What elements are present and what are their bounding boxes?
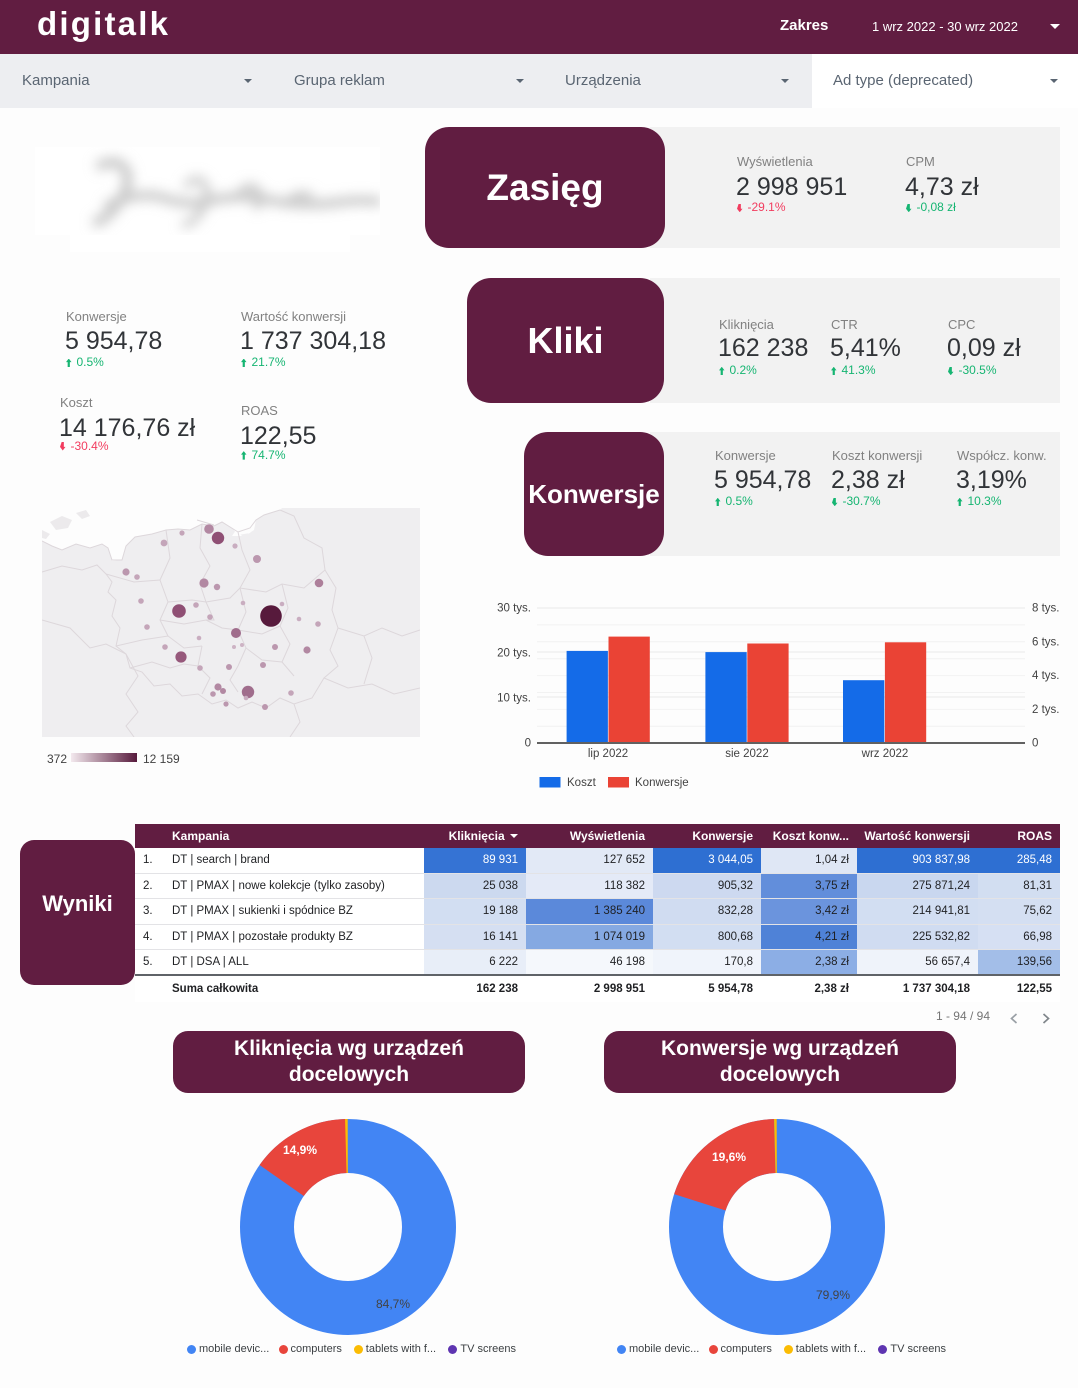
- svg-text:lip 2022: lip 2022: [588, 748, 628, 760]
- svg-text:6 tys.: 6 tys.: [1032, 636, 1059, 648]
- svg-text:8 tys.: 8 tys.: [1032, 603, 1059, 615]
- svg-text:30 tys.: 30 tys.: [497, 603, 531, 615]
- svg-text:wrz 2022: wrz 2022: [861, 748, 909, 760]
- svg-text:20 tys.: 20 tys.: [497, 648, 531, 660]
- svg-text:Koszt: Koszt: [567, 777, 597, 789]
- svg-text:0: 0: [1032, 738, 1038, 750]
- svg-text:Konwersje: Konwersje: [635, 777, 689, 789]
- svg-text:sie 2022: sie 2022: [725, 748, 768, 760]
- svg-text:2 tys.: 2 tys.: [1032, 704, 1059, 716]
- svg-text:0: 0: [525, 738, 531, 750]
- svg-text:10 tys.: 10 tys.: [497, 693, 531, 705]
- svg-text:4 tys.: 4 tys.: [1032, 670, 1059, 682]
